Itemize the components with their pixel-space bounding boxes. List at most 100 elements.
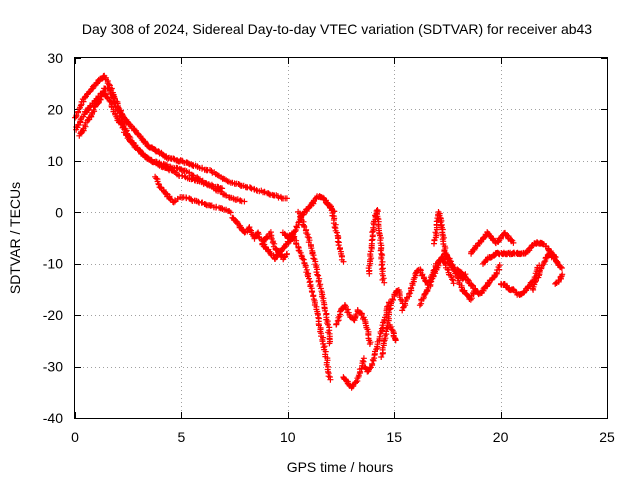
data-point xyxy=(142,154,149,161)
x-tick-label: 15 xyxy=(386,429,402,445)
data-point xyxy=(366,341,373,347)
data-point xyxy=(392,337,399,344)
data-point xyxy=(368,237,375,244)
x-tick-label: 10 xyxy=(280,429,296,445)
data-point xyxy=(436,259,443,265)
data-point xyxy=(374,215,381,222)
plot-frame xyxy=(74,57,608,419)
data-points xyxy=(72,72,566,391)
data-point xyxy=(90,106,97,113)
data-point xyxy=(153,175,160,182)
data-point xyxy=(541,259,548,266)
y-tick-label: -10 xyxy=(43,256,63,272)
data-point xyxy=(383,325,390,332)
y-axis-title: SDTVAR / TECUs xyxy=(7,182,23,294)
y-tick-label: 0 xyxy=(55,204,63,220)
data-point xyxy=(334,238,341,245)
data-point xyxy=(326,340,333,347)
data-point xyxy=(299,255,306,262)
data-point xyxy=(333,229,340,236)
data-point xyxy=(386,306,393,313)
data-point xyxy=(449,276,456,283)
data-point xyxy=(75,108,82,115)
data-point xyxy=(406,290,412,297)
axis-ticks xyxy=(75,58,608,419)
data-point xyxy=(532,279,538,286)
data-point xyxy=(283,195,290,202)
y-tick-label: 10 xyxy=(47,153,63,169)
data-point xyxy=(510,239,517,246)
y-tick-labels: -40 -30 -20 -10 0 10 20 30 xyxy=(43,50,63,426)
x-tick-labels: 0 5 10 15 20 25 xyxy=(71,429,615,445)
x-tick-label: 20 xyxy=(493,429,509,445)
y-tick-label: -40 xyxy=(43,410,63,426)
data-point xyxy=(309,289,316,295)
data-point xyxy=(214,172,221,179)
data-point xyxy=(327,376,334,383)
x-tick-label: 0 xyxy=(71,429,79,445)
data-point xyxy=(310,293,317,300)
data-point xyxy=(237,197,244,204)
data-point xyxy=(322,307,329,314)
data-point xyxy=(247,184,254,191)
data-point xyxy=(369,360,376,367)
data-point xyxy=(407,290,414,297)
data-point xyxy=(376,333,383,340)
data-point xyxy=(360,355,367,362)
data-point xyxy=(269,239,276,246)
data-point xyxy=(227,209,234,216)
data-point xyxy=(496,262,503,269)
data-point xyxy=(385,309,392,316)
data-point xyxy=(331,224,338,231)
data-point xyxy=(378,354,385,360)
data-point xyxy=(97,96,104,103)
data-point xyxy=(558,265,565,271)
data-point xyxy=(378,255,385,262)
data-point xyxy=(106,97,113,104)
data-point xyxy=(427,279,434,286)
data-point xyxy=(226,208,233,215)
data-point xyxy=(300,256,307,263)
data-point xyxy=(304,234,311,240)
x-axis-title: GPS time / hours xyxy=(287,459,394,475)
data-point xyxy=(381,279,388,286)
data-point xyxy=(310,255,317,262)
data-point xyxy=(333,320,340,327)
y-tick-label: -20 xyxy=(43,307,63,323)
x-tick-label: 25 xyxy=(599,429,615,445)
data-point xyxy=(335,242,342,249)
data-point xyxy=(325,321,331,328)
data-point xyxy=(181,173,188,180)
data-point xyxy=(195,198,202,205)
data-point xyxy=(367,251,374,258)
data-point xyxy=(377,247,384,254)
data-point xyxy=(314,271,321,278)
data-point xyxy=(399,307,406,314)
data-point xyxy=(111,100,118,107)
data-point xyxy=(450,280,457,287)
data-point xyxy=(428,278,435,285)
data-point xyxy=(295,219,302,226)
data-point xyxy=(373,346,380,353)
y-tick-label: 20 xyxy=(47,101,63,117)
y-tick-label: 30 xyxy=(47,50,63,66)
data-point xyxy=(241,198,248,205)
data-point xyxy=(315,272,322,279)
x-tick-label: 5 xyxy=(178,429,186,445)
y-tick-label: -30 xyxy=(43,359,63,375)
chart-title: Day 308 of 2024, Sidereal Day-to-day VTE… xyxy=(82,21,592,37)
data-point xyxy=(81,94,88,101)
data-point xyxy=(493,269,500,276)
data-point xyxy=(559,271,566,278)
data-point xyxy=(308,245,315,252)
data-point xyxy=(284,250,290,257)
data-point xyxy=(390,297,396,303)
data-point xyxy=(325,373,332,380)
data-point xyxy=(114,107,121,113)
data-point xyxy=(340,258,347,265)
data-point xyxy=(213,203,220,210)
data-point xyxy=(167,163,174,170)
data-point xyxy=(121,122,128,129)
data-point xyxy=(167,195,174,202)
